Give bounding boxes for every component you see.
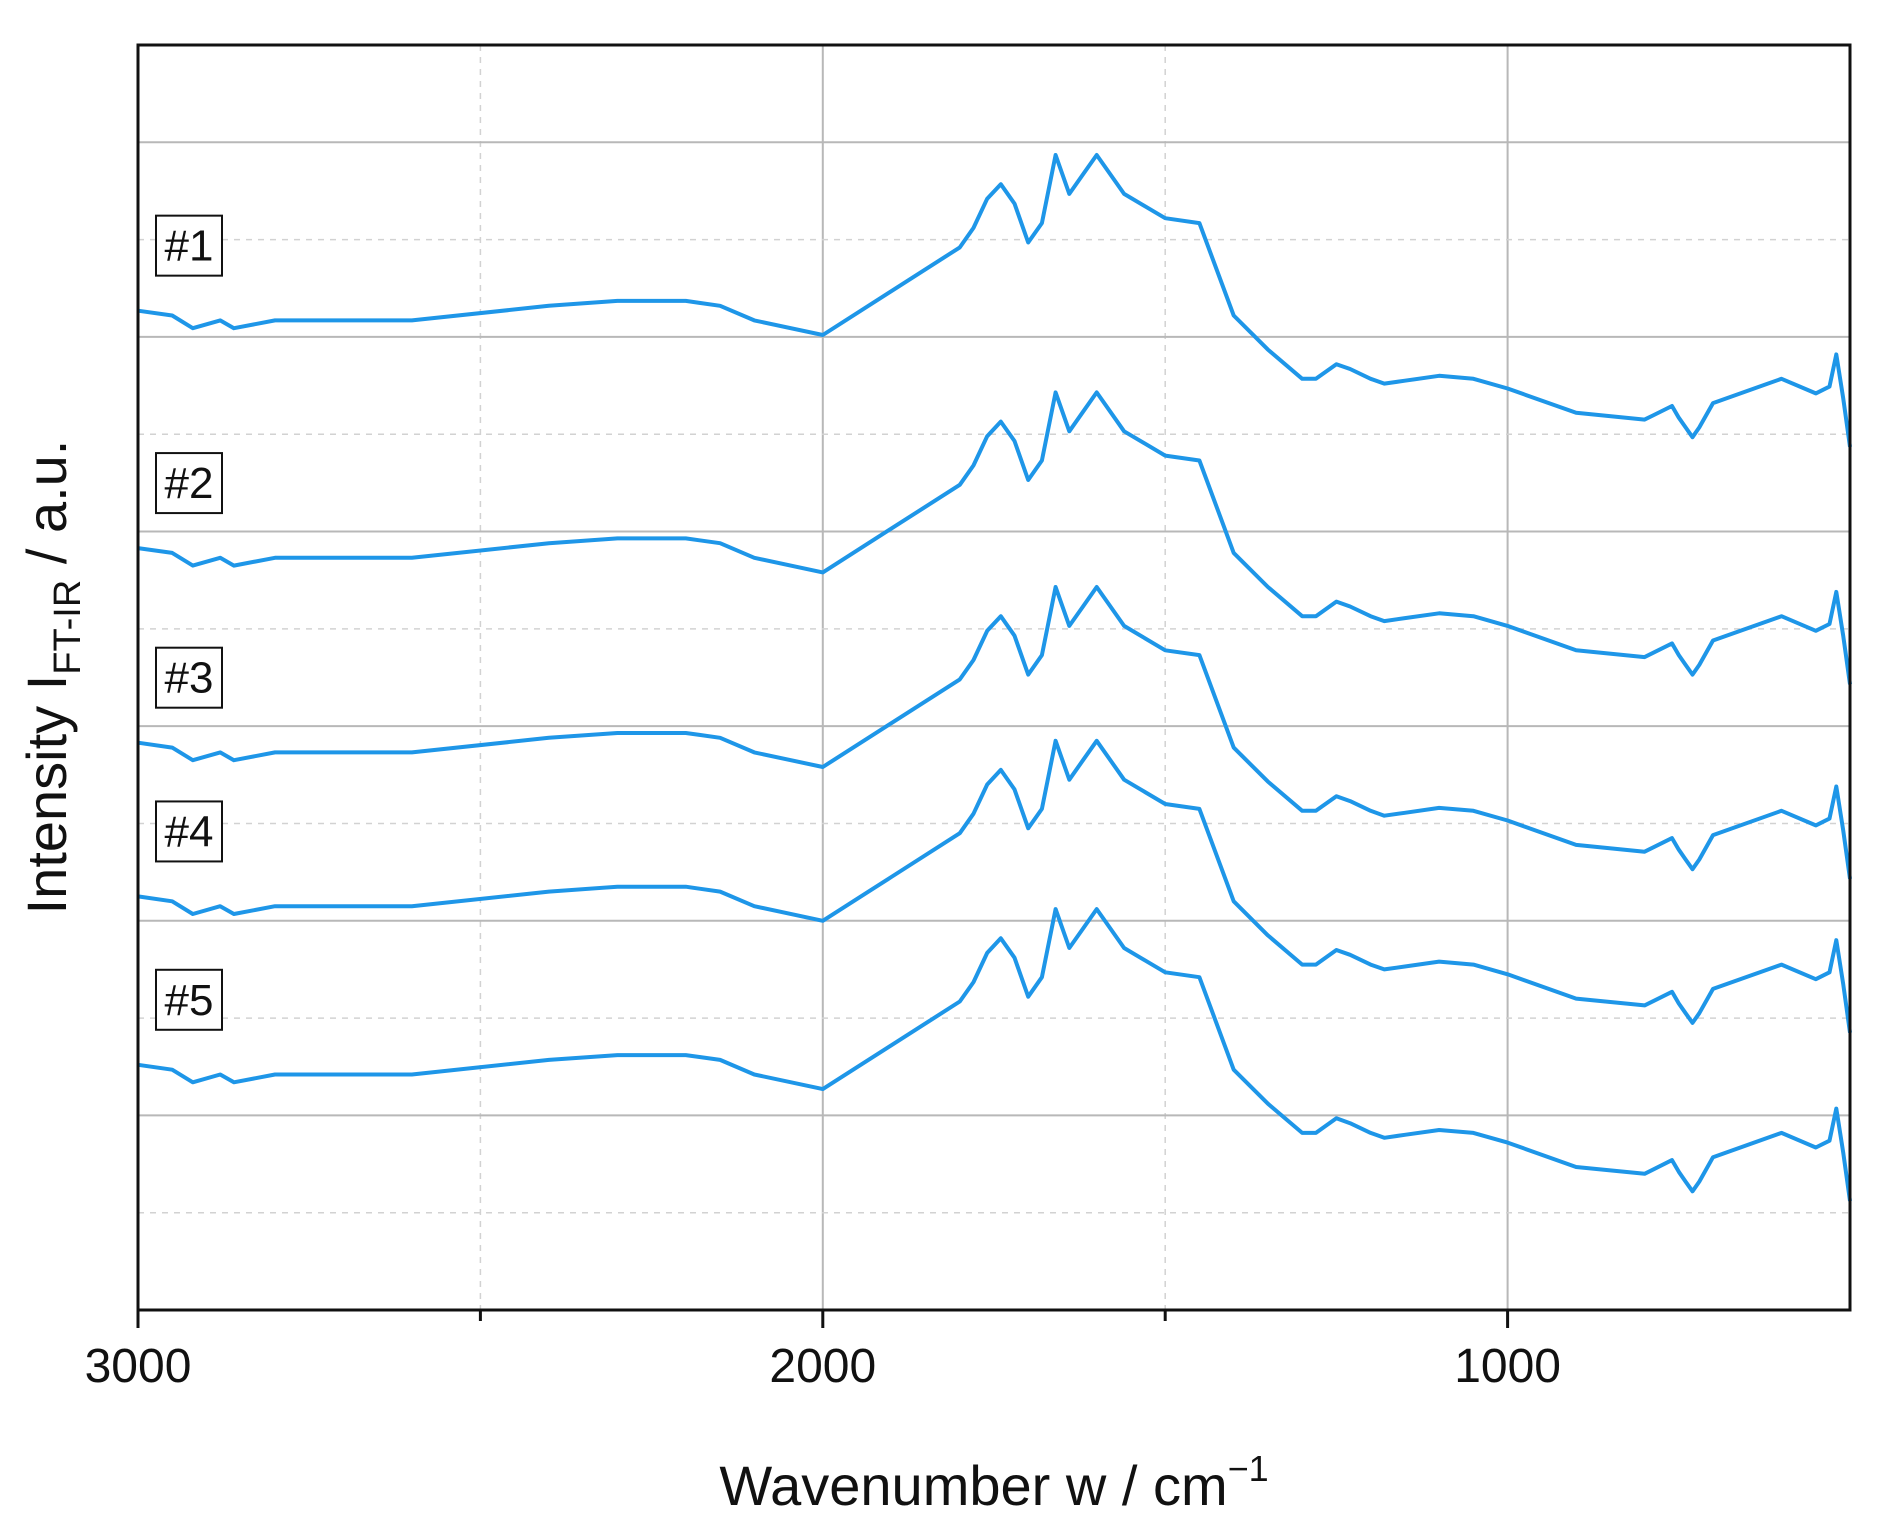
x-axis-title: Wavenumber w / cm−1	[719, 1448, 1268, 1517]
y-axis-title-main: Intensity I	[15, 675, 78, 915]
series-label-box	[155, 214, 223, 277]
spectrum-line-5	[137, 907, 1852, 1202]
plot-frame	[136, 43, 1852, 1312]
series-label-text: #1	[165, 222, 214, 271]
series-label-box	[155, 968, 223, 1031]
y-axis-title: Intensity IFT-IR / a.u.	[15, 440, 89, 915]
series-label-box	[155, 452, 223, 515]
spectrum-line-2	[137, 390, 1852, 685]
series-labels: #1 #2 #3 #4 #5	[155, 214, 223, 1031]
spectrum-line-3	[137, 585, 1852, 880]
x-tick-label: 1000	[1454, 1340, 1561, 1393]
x-tick-label: 2000	[769, 1340, 876, 1393]
x-axis-ticks: 3000 2000 1000	[85, 1310, 1561, 1393]
series-label-4: #4	[155, 800, 223, 863]
series-label-text: #3	[165, 654, 214, 703]
grid-lines	[138, 45, 1850, 1310]
y-axis-title-subscript: FT-IR	[47, 580, 89, 675]
x-axis-title-superscript: −1	[1228, 1448, 1269, 1489]
spectra-lines	[137, 153, 1852, 1202]
spectrum-line-1	[137, 153, 1852, 448]
x-tick-label: 3000	[85, 1340, 192, 1393]
y-axis-title-tail: / a.u.	[15, 440, 78, 580]
series-label-1: #1	[155, 214, 223, 277]
series-label-2: #2	[155, 452, 223, 515]
x-axis-title-main: Wavenumber w / cm	[719, 1454, 1227, 1517]
series-label-text: #4	[165, 807, 214, 856]
series-label-5: #5	[155, 968, 223, 1031]
series-label-box	[155, 800, 223, 863]
series-label-box	[155, 646, 223, 709]
spectrum-line-4	[137, 738, 1852, 1033]
series-label-text: #5	[165, 976, 214, 1025]
series-label-text: #2	[165, 459, 214, 508]
series-label-3: #3	[155, 646, 223, 709]
